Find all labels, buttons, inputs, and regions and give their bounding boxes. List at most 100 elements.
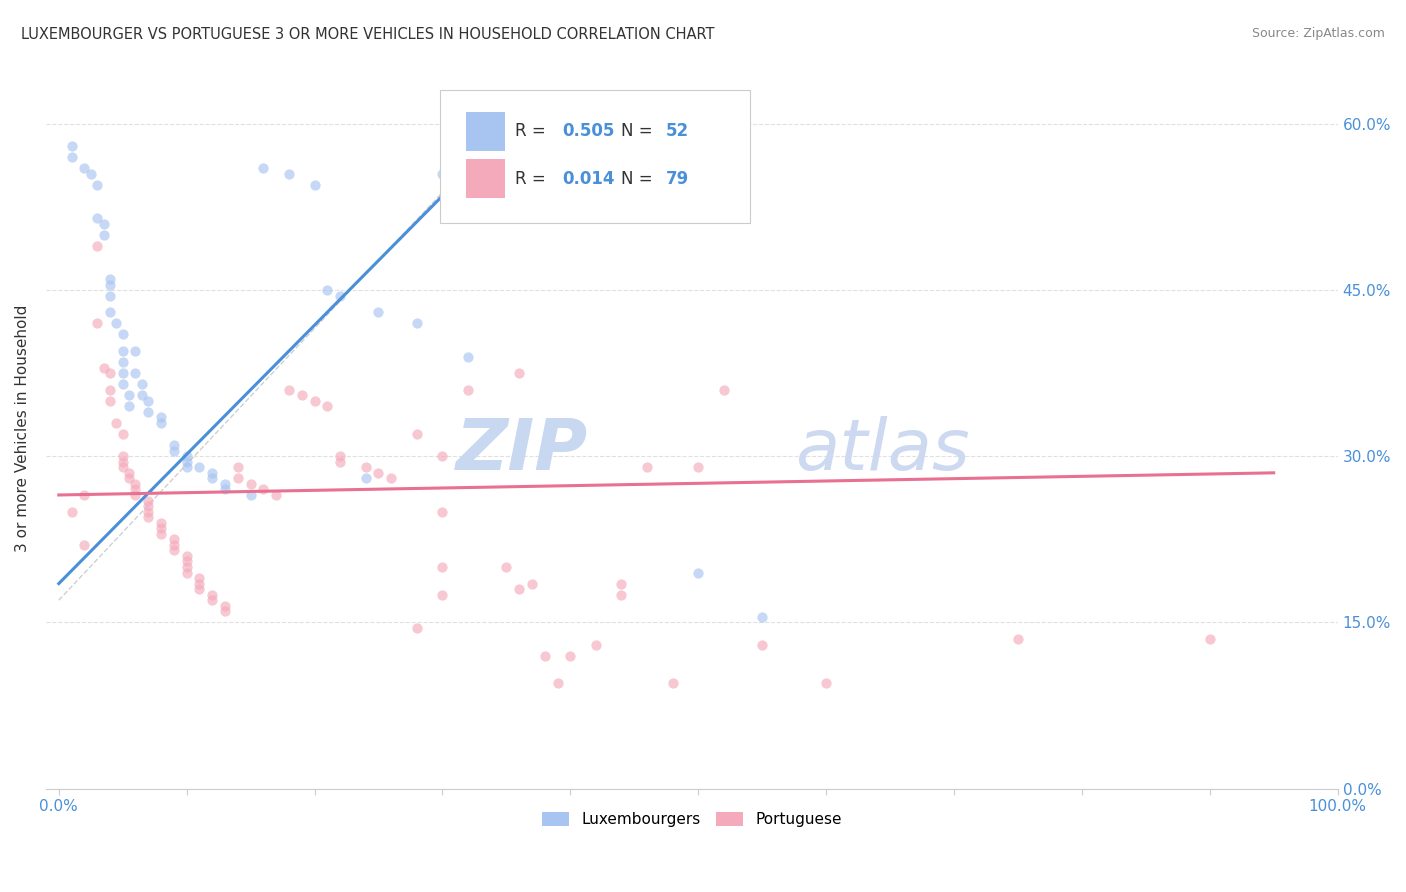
Point — [1007, 632, 1029, 646]
Point — [176, 560, 198, 574]
Point — [124, 366, 146, 380]
Point — [163, 438, 186, 452]
Text: R =: R = — [515, 122, 551, 140]
Point — [1198, 632, 1220, 646]
Point — [111, 449, 134, 463]
Point — [124, 483, 146, 497]
Point — [560, 648, 582, 663]
Point — [150, 516, 173, 530]
Text: 79: 79 — [666, 169, 689, 187]
Point — [201, 466, 224, 480]
Point — [214, 483, 236, 497]
Point — [278, 167, 301, 181]
Point — [188, 571, 211, 585]
Bar — [465, 159, 505, 198]
Point — [98, 383, 121, 397]
Point — [329, 455, 352, 469]
Point — [457, 383, 479, 397]
Point — [214, 476, 236, 491]
Point — [316, 283, 339, 297]
Point — [713, 383, 735, 397]
Point — [86, 178, 108, 192]
Point — [688, 460, 710, 475]
Text: Source: ZipAtlas.com: Source: ZipAtlas.com — [1251, 27, 1385, 40]
Point — [533, 648, 555, 663]
Point — [124, 476, 146, 491]
Point — [93, 227, 115, 242]
Point — [60, 505, 83, 519]
Point — [105, 416, 128, 430]
Point — [150, 410, 173, 425]
FancyBboxPatch shape — [440, 90, 749, 223]
Point — [150, 521, 173, 535]
Point — [405, 316, 427, 330]
Text: R =: R = — [515, 169, 551, 187]
Point — [751, 610, 773, 624]
Point — [329, 449, 352, 463]
Text: LUXEMBOURGER VS PORTUGUESE 3 OR MORE VEHICLES IN HOUSEHOLD CORRELATION CHART: LUXEMBOURGER VS PORTUGUESE 3 OR MORE VEH… — [21, 27, 714, 42]
Point — [111, 460, 134, 475]
Point — [111, 343, 134, 358]
Point — [124, 488, 146, 502]
Point — [188, 460, 211, 475]
Point — [508, 582, 530, 596]
Y-axis label: 3 or more Vehicles in Household: 3 or more Vehicles in Household — [15, 305, 30, 552]
Point — [136, 510, 159, 524]
Point — [226, 460, 249, 475]
Point — [188, 582, 211, 596]
Point — [98, 305, 121, 319]
Point — [432, 560, 454, 574]
Point — [163, 543, 186, 558]
Point — [98, 272, 121, 286]
Point — [111, 427, 134, 442]
Point — [118, 388, 141, 402]
Point — [405, 621, 427, 635]
Text: atlas: atlas — [796, 416, 970, 484]
Text: N =: N = — [621, 122, 658, 140]
Point — [86, 316, 108, 330]
Point — [354, 460, 377, 475]
Text: 52: 52 — [666, 122, 689, 140]
Point — [304, 393, 326, 408]
Point — [367, 305, 389, 319]
Point — [495, 560, 517, 574]
Point — [111, 327, 134, 342]
Point — [291, 388, 314, 402]
Point — [163, 533, 186, 547]
Point — [176, 455, 198, 469]
Point — [176, 549, 198, 563]
Point — [60, 150, 83, 164]
Point — [118, 466, 141, 480]
Point — [457, 350, 479, 364]
Point — [367, 466, 389, 480]
Point — [239, 476, 262, 491]
Point — [520, 576, 543, 591]
Point — [252, 483, 274, 497]
Point — [136, 499, 159, 513]
Point — [111, 366, 134, 380]
Point — [214, 599, 236, 613]
Point — [470, 161, 492, 176]
Point — [118, 471, 141, 485]
Point — [86, 239, 108, 253]
Point — [610, 576, 633, 591]
Point — [163, 538, 186, 552]
Point — [661, 676, 683, 690]
Point — [751, 638, 773, 652]
Point — [93, 217, 115, 231]
Point — [432, 588, 454, 602]
Point — [176, 449, 198, 463]
Point — [405, 427, 427, 442]
Point — [201, 593, 224, 607]
Point — [304, 178, 326, 192]
Point — [316, 400, 339, 414]
Text: 0.014: 0.014 — [562, 169, 616, 187]
Point — [98, 277, 121, 292]
Point — [131, 388, 153, 402]
Point — [636, 460, 658, 475]
Point — [380, 471, 402, 485]
Point — [93, 360, 115, 375]
Point — [239, 488, 262, 502]
Point — [111, 377, 134, 392]
Point — [73, 538, 96, 552]
